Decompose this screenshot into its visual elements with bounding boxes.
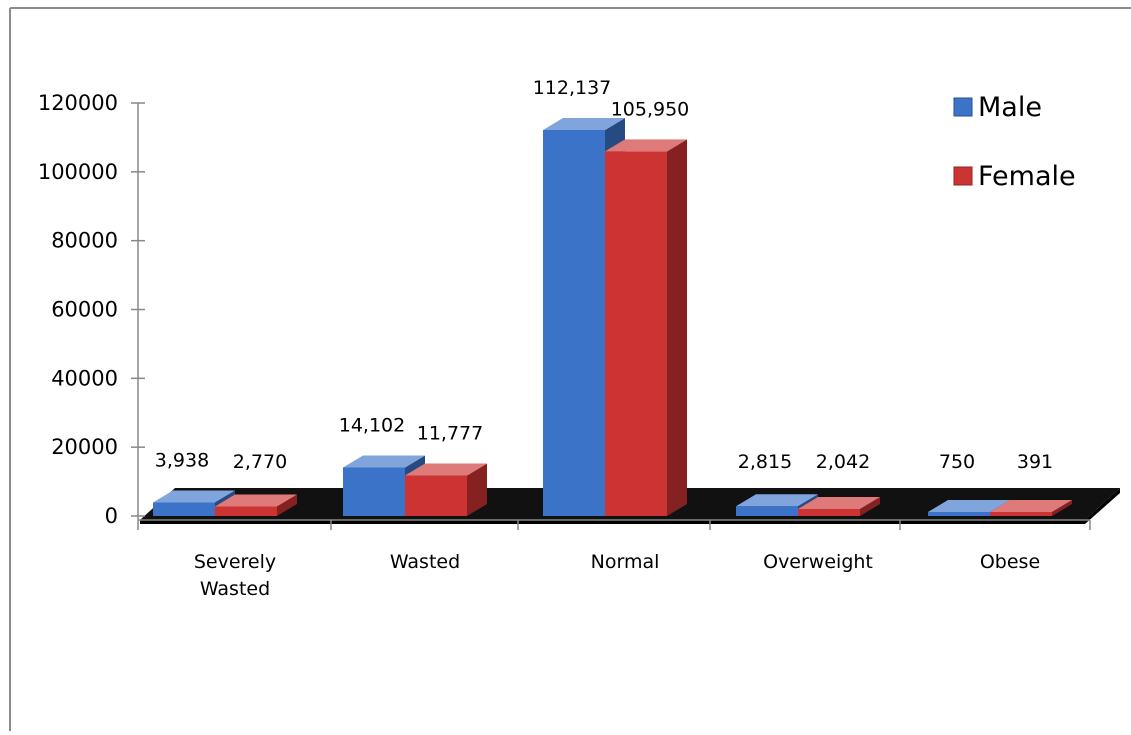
bar-top	[543, 118, 625, 131]
bar-top	[215, 494, 297, 507]
legend-label-male: Male	[978, 92, 1042, 123]
bar-front	[605, 151, 667, 517]
legend-swatch-female	[953, 166, 973, 186]
bar-top	[990, 500, 1072, 512]
bar-top	[153, 490, 235, 503]
y-tick-label: 100000	[38, 160, 118, 184]
bar-side	[1052, 500, 1072, 516]
bar-side	[667, 139, 687, 517]
bar-top	[928, 500, 1010, 512]
data-label-female: 11,777	[417, 422, 483, 444]
y-axis: 0 20000 40000 60000 80000 100000 120000	[38, 91, 1091, 530]
data-label-female: 2,770	[233, 451, 287, 473]
bar-front	[928, 512, 990, 516]
bar-front	[153, 502, 215, 516]
y-tick-label: 80000	[51, 229, 118, 253]
chart-border	[9, 7, 1131, 731]
bar-top	[605, 139, 687, 152]
bar-front	[543, 130, 605, 516]
data-label-male: 2,815	[738, 451, 792, 473]
bar-front	[405, 475, 467, 516]
bar-female	[215, 494, 297, 516]
legend: Male Female	[953, 92, 1076, 192]
bar-side	[277, 494, 297, 516]
bar-front	[798, 508, 860, 516]
y-tick-label: 120000	[38, 91, 118, 115]
x-axis-categories: Severely Wasted Wasted Normal Overweight Obes…	[194, 551, 1040, 600]
bar-front	[215, 506, 277, 516]
data-label-male: 112,137	[533, 77, 612, 99]
bar-side	[467, 463, 487, 516]
bar-top	[736, 494, 818, 507]
bar-female	[990, 500, 1072, 516]
category-label: Obese	[980, 551, 1040, 573]
y-tick-label: 40000	[51, 366, 118, 390]
data-label-male: 750	[939, 451, 975, 473]
category-label: Wasted	[390, 551, 460, 573]
category-label: Normal	[591, 551, 660, 573]
floor-edge	[140, 520, 1085, 524]
y-tick-label: 60000	[51, 298, 118, 322]
data-label-female: 391	[1017, 451, 1053, 473]
category-label: Wasted	[200, 578, 270, 600]
bar-front	[736, 506, 798, 516]
data-label-male: 14,102	[339, 414, 405, 436]
bar-female	[798, 496, 880, 516]
bars-group	[153, 118, 1072, 517]
y-tick-label: 20000	[51, 435, 118, 459]
floor-side	[1085, 488, 1120, 524]
data-label-female: 105,950	[611, 98, 690, 120]
data-label-female: 2,042	[816, 451, 870, 473]
bar-front	[343, 467, 405, 516]
category-label: Severely	[194, 551, 276, 573]
bar-female	[405, 463, 487, 516]
bar-top	[405, 463, 487, 476]
y-tick-label: 0	[105, 504, 118, 528]
data-label-male: 3,938	[155, 449, 209, 471]
bar-male	[736, 494, 818, 516]
bar-female	[605, 139, 687, 517]
bar-side	[860, 496, 880, 516]
bar-top	[798, 496, 880, 509]
bar-top	[343, 455, 425, 468]
legend-label-female: Female	[978, 161, 1076, 192]
category-label: Overweight	[763, 551, 873, 573]
chart-border-line	[9, 7, 1131, 731]
legend-swatch-male	[953, 97, 973, 117]
bar-front	[990, 512, 1052, 516]
